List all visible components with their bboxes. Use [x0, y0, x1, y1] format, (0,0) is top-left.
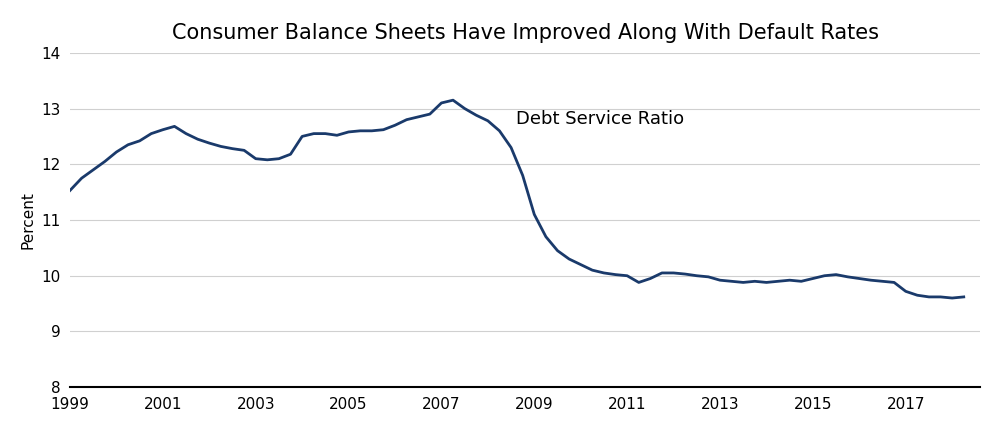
Y-axis label: Percent: Percent [20, 191, 35, 249]
Title: Consumer Balance Sheets Have Improved Along With Default Rates: Consumer Balance Sheets Have Improved Al… [172, 23, 879, 43]
Text: Debt Service Ratio: Debt Service Ratio [516, 110, 684, 128]
